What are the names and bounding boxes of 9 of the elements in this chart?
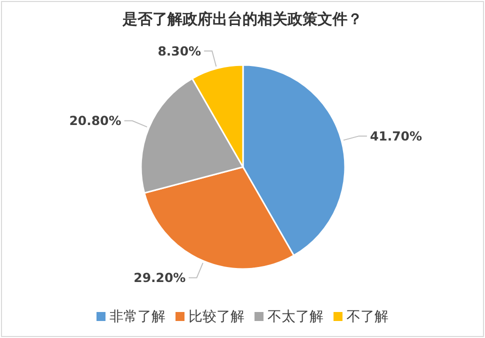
legend-label: 非常了解 bbox=[110, 309, 166, 325]
legend-label: 比较了解 bbox=[188, 309, 244, 325]
data-label: 20.80% bbox=[69, 113, 122, 128]
data-label: 29.20% bbox=[134, 270, 186, 286]
data-label: 8.30% bbox=[158, 44, 202, 59]
legend-label: 不了解 bbox=[346, 309, 388, 325]
data-label: 41.70% bbox=[370, 128, 422, 144]
legend-label: 不太了解 bbox=[268, 309, 324, 325]
chart-title: 是否了解政府出台的相关政策文件？ bbox=[122, 10, 362, 28]
